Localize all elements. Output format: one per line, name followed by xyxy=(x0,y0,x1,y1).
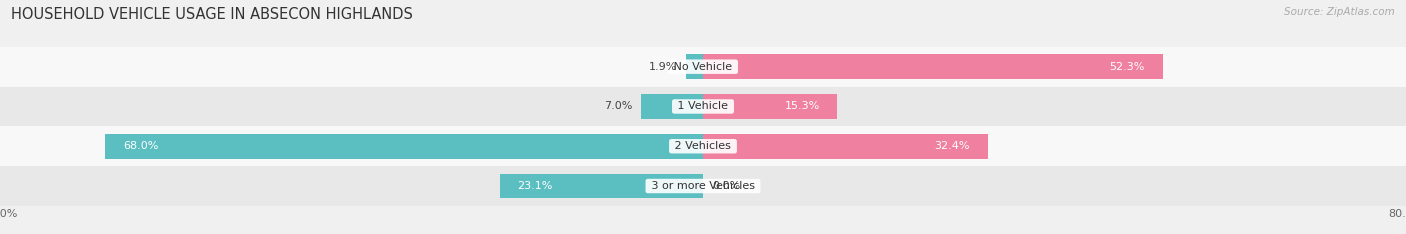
Bar xyxy=(0,166,1406,206)
Text: 2 Vehicles: 2 Vehicles xyxy=(671,141,735,151)
Bar xyxy=(0,126,1406,166)
Bar xyxy=(0,87,1406,126)
Text: 1.9%: 1.9% xyxy=(650,62,678,72)
Text: 0.0%: 0.0% xyxy=(711,181,740,191)
Text: 1 Vehicle: 1 Vehicle xyxy=(675,102,731,111)
Bar xyxy=(641,94,703,119)
Text: 23.1%: 23.1% xyxy=(517,181,553,191)
Text: HOUSEHOLD VEHICLE USAGE IN ABSECON HIGHLANDS: HOUSEHOLD VEHICLE USAGE IN ABSECON HIGHL… xyxy=(11,7,413,22)
Text: 32.4%: 32.4% xyxy=(935,141,970,151)
Text: 7.0%: 7.0% xyxy=(605,102,633,111)
Text: Source: ZipAtlas.com: Source: ZipAtlas.com xyxy=(1284,7,1395,17)
Bar xyxy=(501,174,703,198)
Text: 68.0%: 68.0% xyxy=(124,141,159,151)
Text: 3 or more Vehicles: 3 or more Vehicles xyxy=(648,181,758,191)
Text: 15.3%: 15.3% xyxy=(785,102,820,111)
Bar xyxy=(703,54,1163,79)
Text: 52.3%: 52.3% xyxy=(1109,62,1144,72)
Bar xyxy=(686,54,703,79)
Bar xyxy=(703,134,987,159)
Text: No Vehicle: No Vehicle xyxy=(671,62,735,72)
Bar xyxy=(105,134,703,159)
Bar xyxy=(703,94,838,119)
Bar xyxy=(0,47,1406,87)
